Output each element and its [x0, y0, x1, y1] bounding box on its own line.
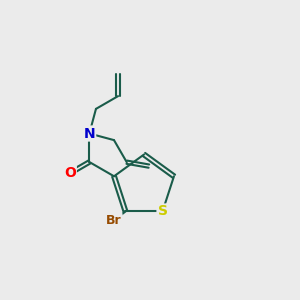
- Text: Br: Br: [106, 214, 122, 227]
- Text: N: N: [83, 127, 95, 140]
- Text: S: S: [158, 205, 167, 218]
- Text: O: O: [64, 166, 76, 180]
